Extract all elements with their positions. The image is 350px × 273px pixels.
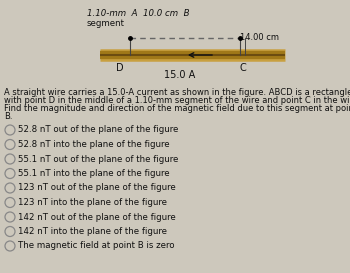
- Text: A straight wire carries a 15.0-A current as shown in the figure. ABCD is a recta: A straight wire carries a 15.0-A current…: [4, 88, 350, 97]
- Text: 142 nT into the plane of the figure: 142 nT into the plane of the figure: [18, 227, 167, 236]
- Text: 123 nT into the plane of the figure: 123 nT into the plane of the figure: [18, 198, 167, 207]
- Text: 14.00 cm: 14.00 cm: [240, 34, 279, 43]
- Text: 52.8 nT into the plane of the figure: 52.8 nT into the plane of the figure: [18, 140, 170, 149]
- Text: The magnetic field at point B is zero: The magnetic field at point B is zero: [18, 242, 175, 251]
- Text: with point D in the middle of a 1.10-mm segment of the wire and point C in the w: with point D in the middle of a 1.10-mm …: [4, 96, 350, 105]
- Text: Find the magnitude and direction of the magnetic field due to this segment at po: Find the magnitude and direction of the …: [4, 104, 350, 113]
- Text: 123 nT out of the plane of the figure: 123 nT out of the plane of the figure: [18, 183, 176, 192]
- Text: 55.1 nT into the plane of the figure: 55.1 nT into the plane of the figure: [18, 169, 170, 178]
- Text: 1.10-mm  A  10.0 cm  B: 1.10-mm A 10.0 cm B: [87, 9, 189, 18]
- Text: 55.1 nT out of the plane of the figure: 55.1 nT out of the plane of the figure: [18, 155, 178, 164]
- Text: 52.8 nT out of the plane of the figure: 52.8 nT out of the plane of the figure: [18, 126, 178, 135]
- Text: C: C: [240, 63, 246, 73]
- Text: D: D: [116, 63, 124, 73]
- Text: 142 nT out of the plane of the figure: 142 nT out of the plane of the figure: [18, 212, 176, 221]
- Text: B.: B.: [4, 112, 13, 121]
- Text: segment: segment: [87, 19, 125, 28]
- Text: 15.0 A: 15.0 A: [164, 70, 196, 80]
